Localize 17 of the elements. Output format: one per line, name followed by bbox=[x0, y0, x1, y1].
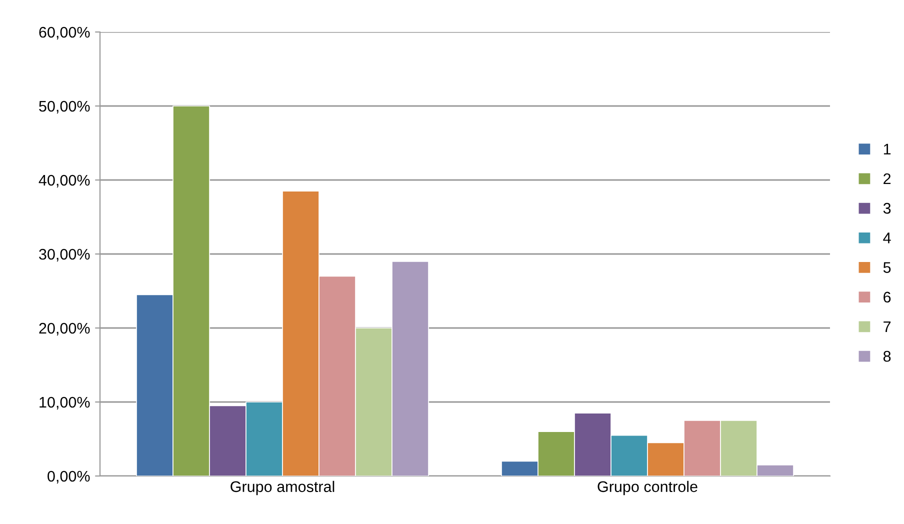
y-tick-label: 30,00% bbox=[39, 248, 90, 262]
legend-label: 4 bbox=[883, 232, 891, 244]
legend-label: 1 bbox=[884, 144, 891, 154]
y-tick-label: 50,00% bbox=[39, 100, 90, 114]
legend-label: 3 bbox=[883, 202, 891, 214]
legend-label: 7 bbox=[884, 321, 891, 332]
y-tick-label: 20,00% bbox=[39, 322, 90, 336]
legend-label: 6 bbox=[884, 292, 891, 303]
y-tick-label: 60,00% bbox=[39, 26, 90, 40]
y-tick-label: 0,00% bbox=[48, 470, 90, 484]
x-tick-label: Grupo controle bbox=[598, 480, 698, 496]
legend-label: 5 bbox=[883, 262, 891, 273]
y-tick-label: 10,00% bbox=[40, 396, 90, 410]
y-tick-label: 40,00% bbox=[38, 174, 90, 188]
x-tick-label: Grupo amostral bbox=[230, 480, 334, 496]
legend-label: 2 bbox=[884, 173, 891, 184]
legend-label: 8 bbox=[883, 350, 891, 362]
